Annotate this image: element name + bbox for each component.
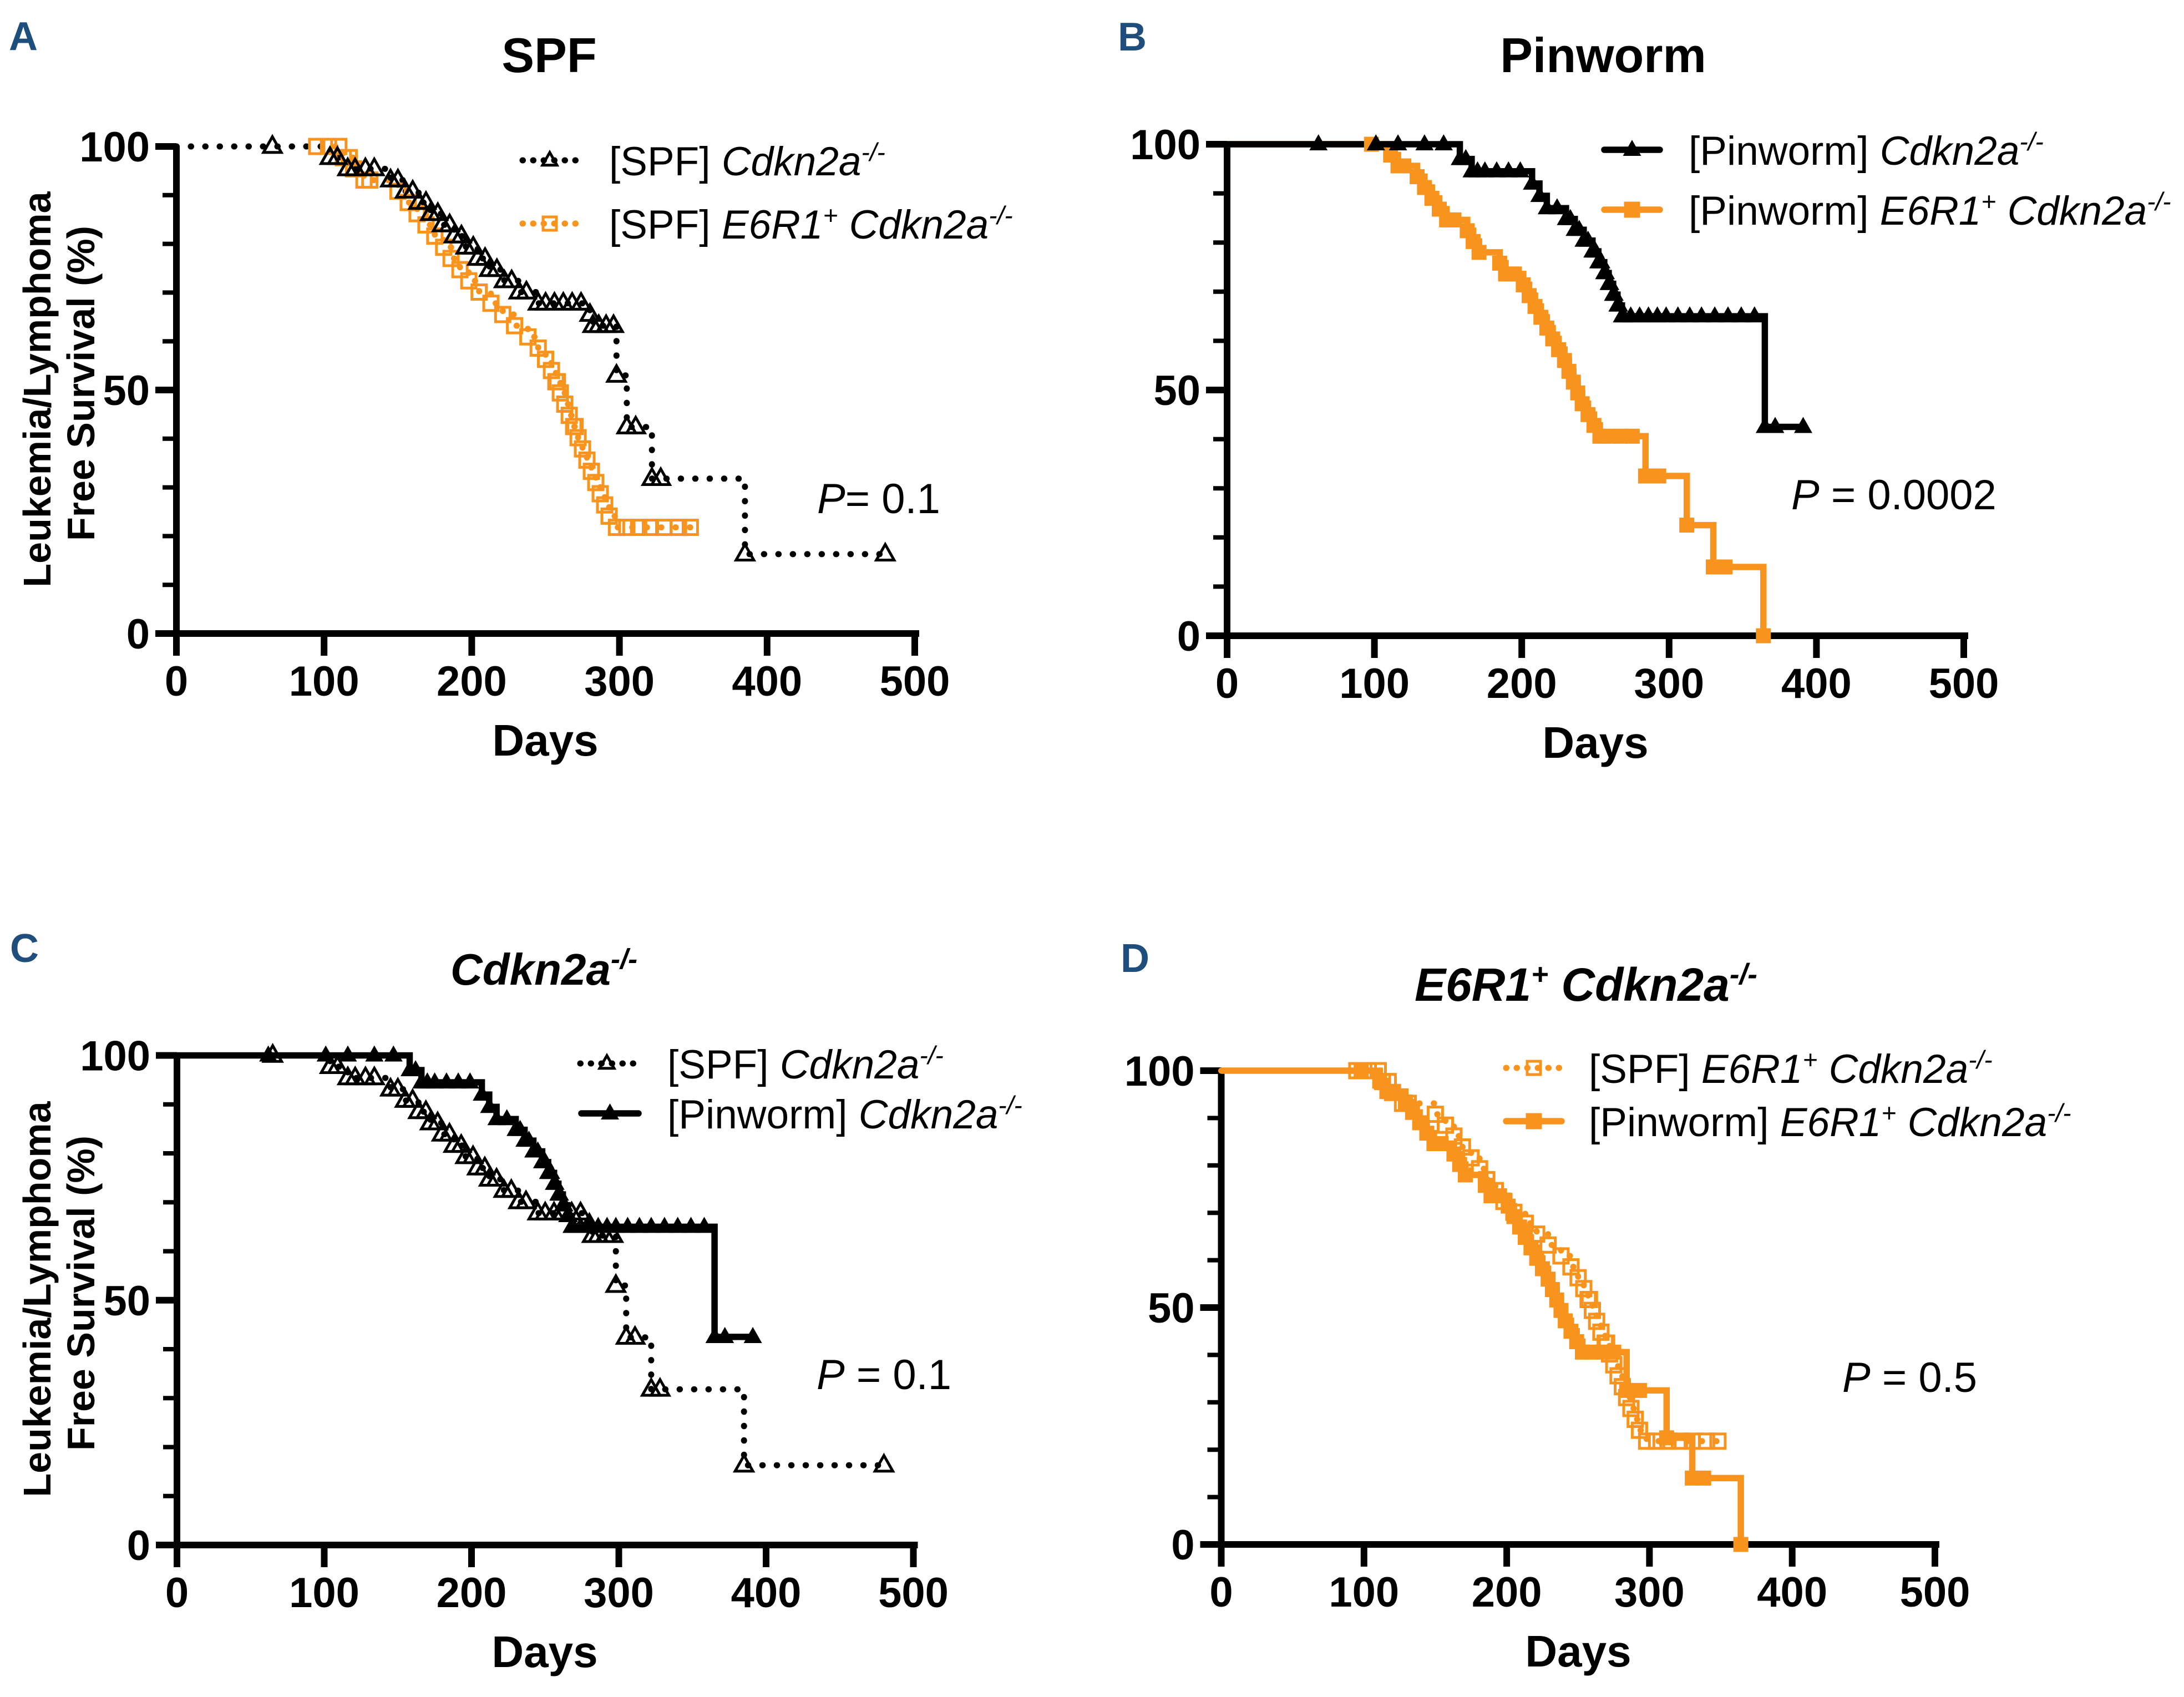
svg-text:[Pinworm] Cdkn2a-/-: [Pinworm] Cdkn2a-/- [1689,127,2044,174]
svg-text:50: 50 [103,1278,150,1325]
svg-text:P = 0.5: P = 0.5 [1842,1354,1977,1401]
svg-text:[Pinworm] E6R1+ Cdkn2a-/-: [Pinworm] E6R1+ Cdkn2a-/- [1589,1098,2071,1145]
svg-text:0: 0 [126,611,150,658]
svg-text:Pinworm: Pinworm [1500,28,1706,83]
svg-text:200: 200 [437,658,507,705]
svg-text:50: 50 [103,367,150,414]
svg-text:P= 0.1: P= 0.1 [817,475,940,523]
svg-text:100: 100 [1124,1048,1195,1095]
svg-text:500: 500 [1900,1569,1970,1616]
svg-text:Days: Days [1542,718,1648,767]
svg-text:200: 200 [1487,660,1557,707]
svg-text:0: 0 [1209,1569,1233,1616]
svg-text:200: 200 [437,1569,507,1617]
svg-text:[SPF] E6R1+ Cdkn2a-/-: [SPF] E6R1+ Cdkn2a-/- [1589,1045,1993,1092]
svg-text:Days: Days [1525,1627,1631,1676]
svg-text:400: 400 [732,658,802,705]
svg-text:100: 100 [1329,1569,1399,1616]
svg-text:D: D [1121,936,1149,981]
svg-text:Cdkn2a-/-: Cdkn2a-/- [450,943,637,994]
svg-text:400: 400 [731,1569,802,1617]
svg-text:[Pinworm] Cdkn2a-/-: [Pinworm] Cdkn2a-/- [667,1091,1022,1137]
svg-text:0: 0 [165,1569,189,1617]
svg-text:400: 400 [1781,660,1852,707]
svg-text:B: B [1118,15,1147,59]
svg-text:[SPF] Cdkn2a-/-: [SPF] Cdkn2a-/- [667,1041,944,1087]
svg-text:Free Survival (%): Free Survival (%) [59,226,103,541]
svg-text:[SPF] Cdkn2a-/-: [SPF] Cdkn2a-/- [609,138,885,184]
svg-text:100: 100 [80,1033,150,1080]
svg-text:300: 300 [584,658,655,705]
svg-text:C: C [10,926,39,971]
svg-text:0: 0 [1171,1522,1194,1569]
svg-text:300: 300 [1634,660,1704,707]
svg-text:E6R1+ Cdkn2a-/-: E6R1+ Cdkn2a-/- [1415,958,1757,1011]
svg-text:100: 100 [289,658,359,705]
svg-text:0: 0 [165,658,188,705]
svg-text:P = 0.0002: P = 0.0002 [1791,472,1996,519]
svg-text:50: 50 [1148,1285,1195,1332]
svg-text:0: 0 [1215,660,1239,707]
svg-text:A: A [9,14,38,59]
svg-text:SPF: SPF [501,28,596,83]
svg-text:Days: Days [492,716,598,765]
svg-text:P = 0.1: P = 0.1 [817,1351,951,1399]
svg-text:300: 300 [584,1569,654,1617]
svg-text:Leukemia/Lymphoma: Leukemia/Lymphoma [16,1101,59,1497]
svg-text:Days: Days [491,1627,597,1676]
svg-text:500: 500 [878,1569,949,1617]
svg-text:100: 100 [79,124,150,171]
svg-text:200: 200 [1472,1569,1542,1616]
svg-text:0: 0 [1177,613,1200,660]
svg-text:50: 50 [1153,367,1200,414]
svg-text:[SPF] E6R1+ Cdkn2a-/-: [SPF] E6R1+ Cdkn2a-/- [609,201,1013,247]
svg-text:100: 100 [289,1569,359,1617]
svg-text:Free Survival (%): Free Survival (%) [59,1136,103,1451]
svg-text:100: 100 [1339,660,1410,707]
svg-text:Leukemia/Lymphoma: Leukemia/Lymphoma [16,191,59,587]
svg-text:400: 400 [1757,1569,1827,1616]
svg-text:[Pinworm] E6R1+ Cdkn2a-/-: [Pinworm] E6R1+ Cdkn2a-/- [1689,187,2171,234]
svg-text:500: 500 [880,658,950,705]
svg-text:300: 300 [1614,1569,1685,1616]
svg-text:100: 100 [1130,121,1200,169]
svg-text:500: 500 [1929,660,1999,707]
svg-text:0: 0 [127,1522,150,1569]
